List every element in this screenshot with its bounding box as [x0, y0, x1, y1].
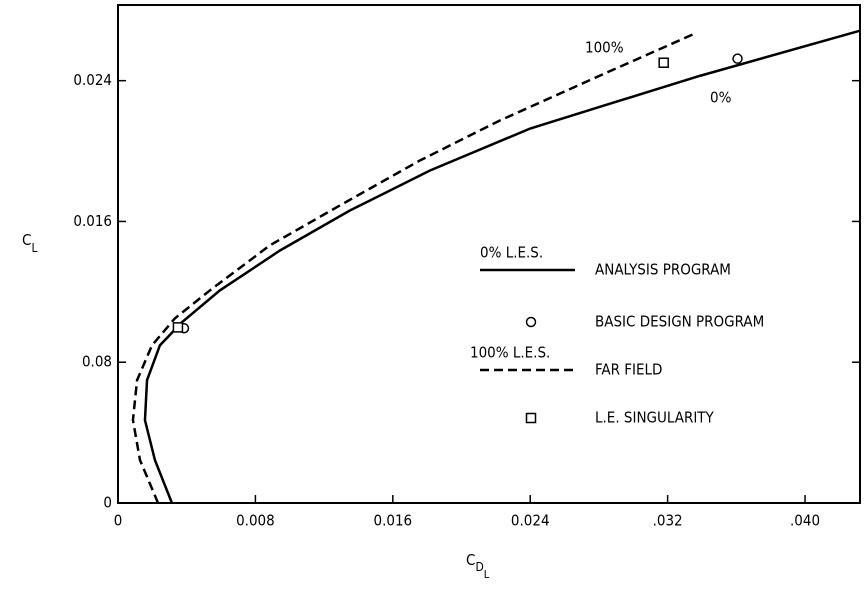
- legend-label: ANALYSIS PROGRAM: [595, 261, 731, 279]
- curve: [131, 32, 696, 504]
- data-point: [172, 322, 184, 333]
- x-tick-label: 0.008: [236, 512, 275, 530]
- x-label-main: C: [466, 551, 475, 569]
- legend-label: BASIC DESIGN PROGRAM: [595, 313, 764, 331]
- curve-label: 100%: [585, 39, 624, 57]
- x-tick-label: 0: [114, 512, 123, 530]
- x-tick-label: .032: [653, 512, 683, 530]
- y-tick-label: 0.08: [82, 353, 112, 371]
- y-tick-label: 0: [103, 494, 112, 512]
- data-point: [658, 57, 669, 68]
- legend-label: L.E. SINGULARITY: [595, 409, 715, 427]
- x-axis-label: CDL: [466, 551, 490, 582]
- x-label-subsub: L: [484, 568, 490, 581]
- legend-group-label: 0% L.E.S.: [480, 244, 543, 262]
- legend-group-label: 100% L.E.S.: [470, 344, 550, 362]
- legend-label: FAR FIELD: [595, 361, 662, 379]
- legend-marker: [525, 412, 537, 424]
- curve-label: 0%: [710, 89, 732, 107]
- y-label-sub: L: [31, 241, 37, 255]
- y-tick-label: 0.024: [73, 71, 112, 89]
- x-tick-label: 0.016: [374, 512, 413, 530]
- x-tick-label: .040: [790, 512, 820, 530]
- data-point: [732, 53, 743, 64]
- plot-frame: [117, 4, 861, 504]
- y-label-main: C: [22, 231, 31, 249]
- curve: [143, 29, 861, 504]
- x-label-sub: D: [475, 560, 483, 574]
- y-axis-label: CL: [22, 231, 37, 255]
- x-tick-label: 0.024: [511, 512, 550, 530]
- legend-marker: [525, 316, 537, 328]
- y-tick-label: 0.016: [73, 212, 112, 230]
